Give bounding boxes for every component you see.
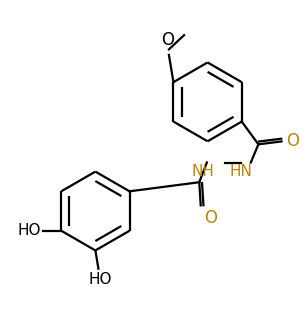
Text: HO: HO: [17, 223, 41, 238]
Text: HN: HN: [230, 164, 252, 179]
Text: HO: HO: [88, 272, 112, 287]
Text: NH: NH: [192, 164, 215, 179]
Text: O: O: [286, 132, 299, 150]
Text: O: O: [161, 32, 174, 49]
Text: O: O: [204, 209, 218, 227]
